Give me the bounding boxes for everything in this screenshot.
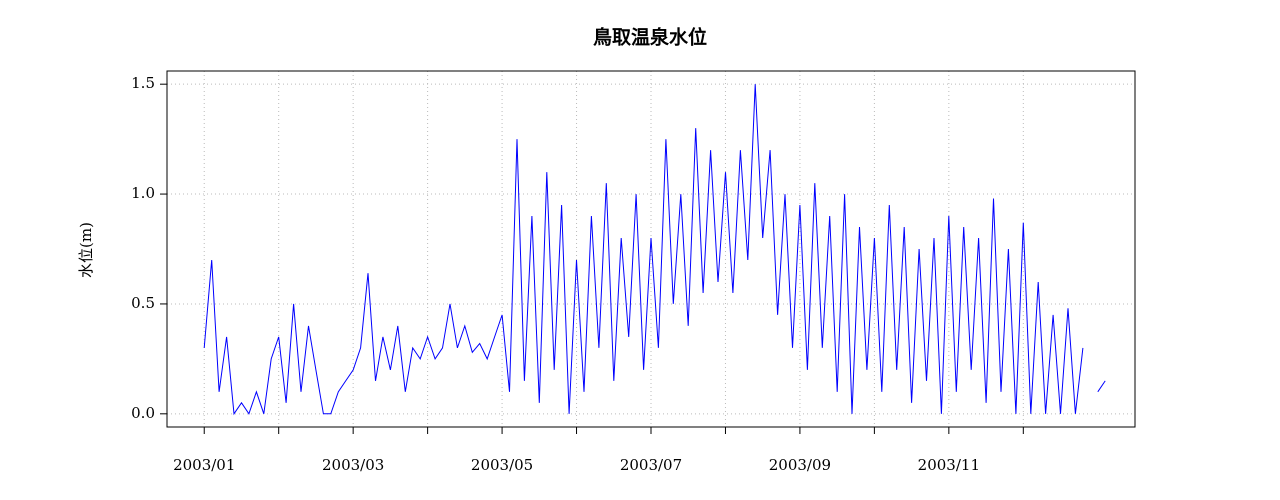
x-tick-label: 2003/03 [322,456,384,474]
x-tick-label: 2003/07 [620,456,682,474]
x-tick-label: 2003/05 [471,456,533,474]
grid [167,71,1135,427]
y-axis-label: 水位(m) [77,222,95,278]
x-tick-label: 2003/01 [173,456,235,474]
y-tick-label: 0.5 [131,294,155,312]
series [203,84,1106,416]
chart-title: 鳥取温泉水位 [593,26,707,49]
x-tick-label: 2003/11 [918,456,980,474]
y-tick-label: 1.0 [131,184,155,202]
data-line [203,84,1106,416]
y-tick-label: 0.0 [131,404,155,422]
y-tick-label: 1.5 [131,74,155,92]
x-tick-label: 2003/09 [769,456,831,474]
